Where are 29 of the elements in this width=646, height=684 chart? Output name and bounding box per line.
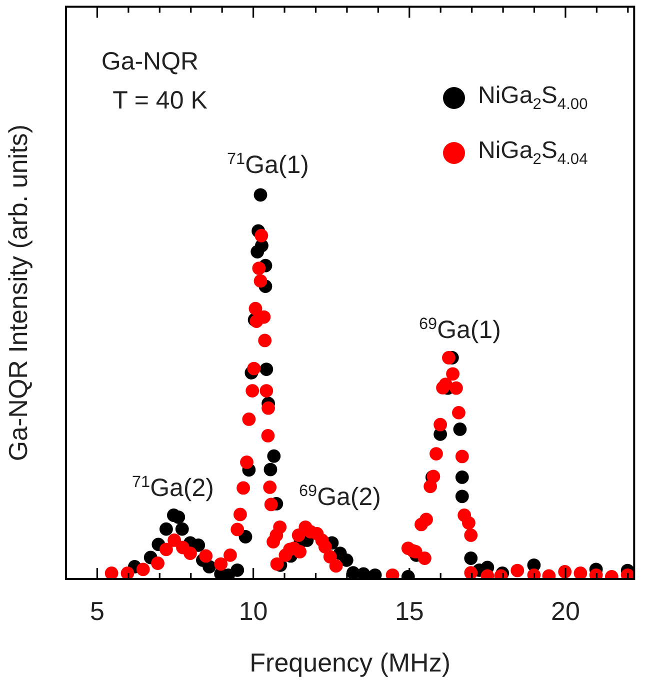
point [340,553,354,567]
point [453,422,467,436]
x-tick-label: 10 [238,596,268,626]
point [160,522,173,536]
point [455,490,469,504]
x-tick-label: 20 [551,596,580,626]
point [238,530,252,544]
point [175,522,189,536]
point [254,188,268,202]
legend-label: NiGa$_{2}$S$_{4.00}$ [478,82,588,114]
annotation: $^{69}$Ga(2) [299,482,381,512]
legend-label: NiGa$_{2}$S$_{4.04}$ [478,136,588,168]
point [260,362,274,376]
x-tick-label: 5 [90,596,104,626]
text: Ga-NQR [101,48,199,76]
point [172,510,186,524]
point [455,470,469,484]
point [264,462,278,476]
point [464,552,478,565]
point [267,449,281,463]
x-axis-title: Frequency (MHz) [250,648,450,678]
annotation: $^{71}$Ga(2) [132,473,214,503]
point [230,563,244,577]
x-tick-label: 15 [394,596,424,626]
point [356,567,370,579]
text: T = 40 K [112,86,208,116]
text: $^{71}$Ga(1) [227,150,309,180]
y-axis-title: Ga-NQR Intensity (arb. units) [2,124,33,462]
annotation: $^{69}$Ga(1) [419,315,501,345]
